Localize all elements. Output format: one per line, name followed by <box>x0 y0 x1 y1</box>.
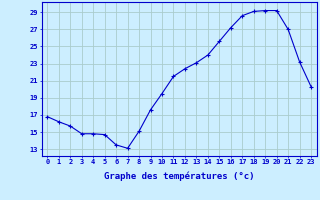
X-axis label: Graphe des températures (°c): Graphe des températures (°c) <box>104 171 254 181</box>
